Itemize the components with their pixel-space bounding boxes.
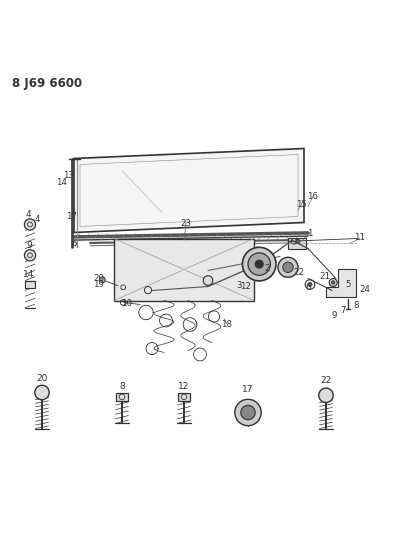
Circle shape bbox=[24, 219, 36, 230]
Text: 9: 9 bbox=[332, 311, 337, 320]
Text: 24: 24 bbox=[359, 285, 370, 294]
Bar bbox=[114, 238, 254, 301]
Text: 6: 6 bbox=[305, 283, 311, 292]
Bar bbox=[178, 393, 190, 400]
Text: 22: 22 bbox=[294, 268, 305, 277]
Polygon shape bbox=[74, 149, 304, 232]
Text: 10: 10 bbox=[121, 299, 132, 308]
Circle shape bbox=[296, 239, 300, 243]
Text: 20: 20 bbox=[94, 273, 105, 282]
Circle shape bbox=[235, 399, 261, 426]
Text: 17: 17 bbox=[66, 212, 78, 221]
Text: 12: 12 bbox=[240, 282, 251, 292]
Text: 17: 17 bbox=[242, 385, 254, 394]
Text: 4: 4 bbox=[26, 210, 32, 219]
Polygon shape bbox=[326, 269, 356, 296]
Bar bbox=[25, 281, 35, 288]
Circle shape bbox=[308, 282, 312, 287]
Circle shape bbox=[242, 247, 276, 281]
Circle shape bbox=[255, 260, 263, 268]
Circle shape bbox=[283, 262, 293, 272]
Text: 22: 22 bbox=[320, 376, 332, 385]
Text: 12: 12 bbox=[178, 382, 190, 391]
Text: 7: 7 bbox=[340, 306, 346, 315]
Text: 4: 4 bbox=[34, 215, 40, 224]
Text: 14: 14 bbox=[23, 270, 34, 279]
Circle shape bbox=[248, 253, 270, 276]
Text: 15: 15 bbox=[296, 200, 308, 209]
Circle shape bbox=[24, 249, 36, 261]
Bar bbox=[288, 238, 306, 249]
Text: 2: 2 bbox=[264, 264, 270, 273]
Text: 19: 19 bbox=[92, 280, 104, 289]
Text: 18: 18 bbox=[221, 320, 232, 329]
Text: 14: 14 bbox=[56, 177, 68, 187]
Text: 21: 21 bbox=[319, 272, 330, 281]
Circle shape bbox=[203, 276, 213, 285]
Text: 20: 20 bbox=[36, 374, 48, 383]
Text: 9: 9 bbox=[26, 241, 32, 250]
Text: 8: 8 bbox=[353, 301, 359, 310]
Text: 8: 8 bbox=[119, 382, 125, 391]
Bar bbox=[116, 393, 128, 400]
Circle shape bbox=[332, 281, 335, 284]
Text: 1: 1 bbox=[307, 229, 313, 238]
Circle shape bbox=[100, 277, 105, 282]
Circle shape bbox=[319, 388, 333, 402]
Text: 8 J69 6600: 8 J69 6600 bbox=[12, 77, 82, 90]
Text: 13: 13 bbox=[63, 171, 74, 180]
Text: 23: 23 bbox=[180, 219, 192, 228]
Text: 5: 5 bbox=[345, 280, 351, 288]
Circle shape bbox=[35, 385, 49, 400]
Circle shape bbox=[241, 405, 255, 419]
Text: 3: 3 bbox=[236, 281, 242, 290]
Text: 16: 16 bbox=[307, 192, 318, 201]
Text: 11: 11 bbox=[354, 233, 366, 242]
Circle shape bbox=[329, 279, 337, 287]
Circle shape bbox=[278, 257, 298, 277]
